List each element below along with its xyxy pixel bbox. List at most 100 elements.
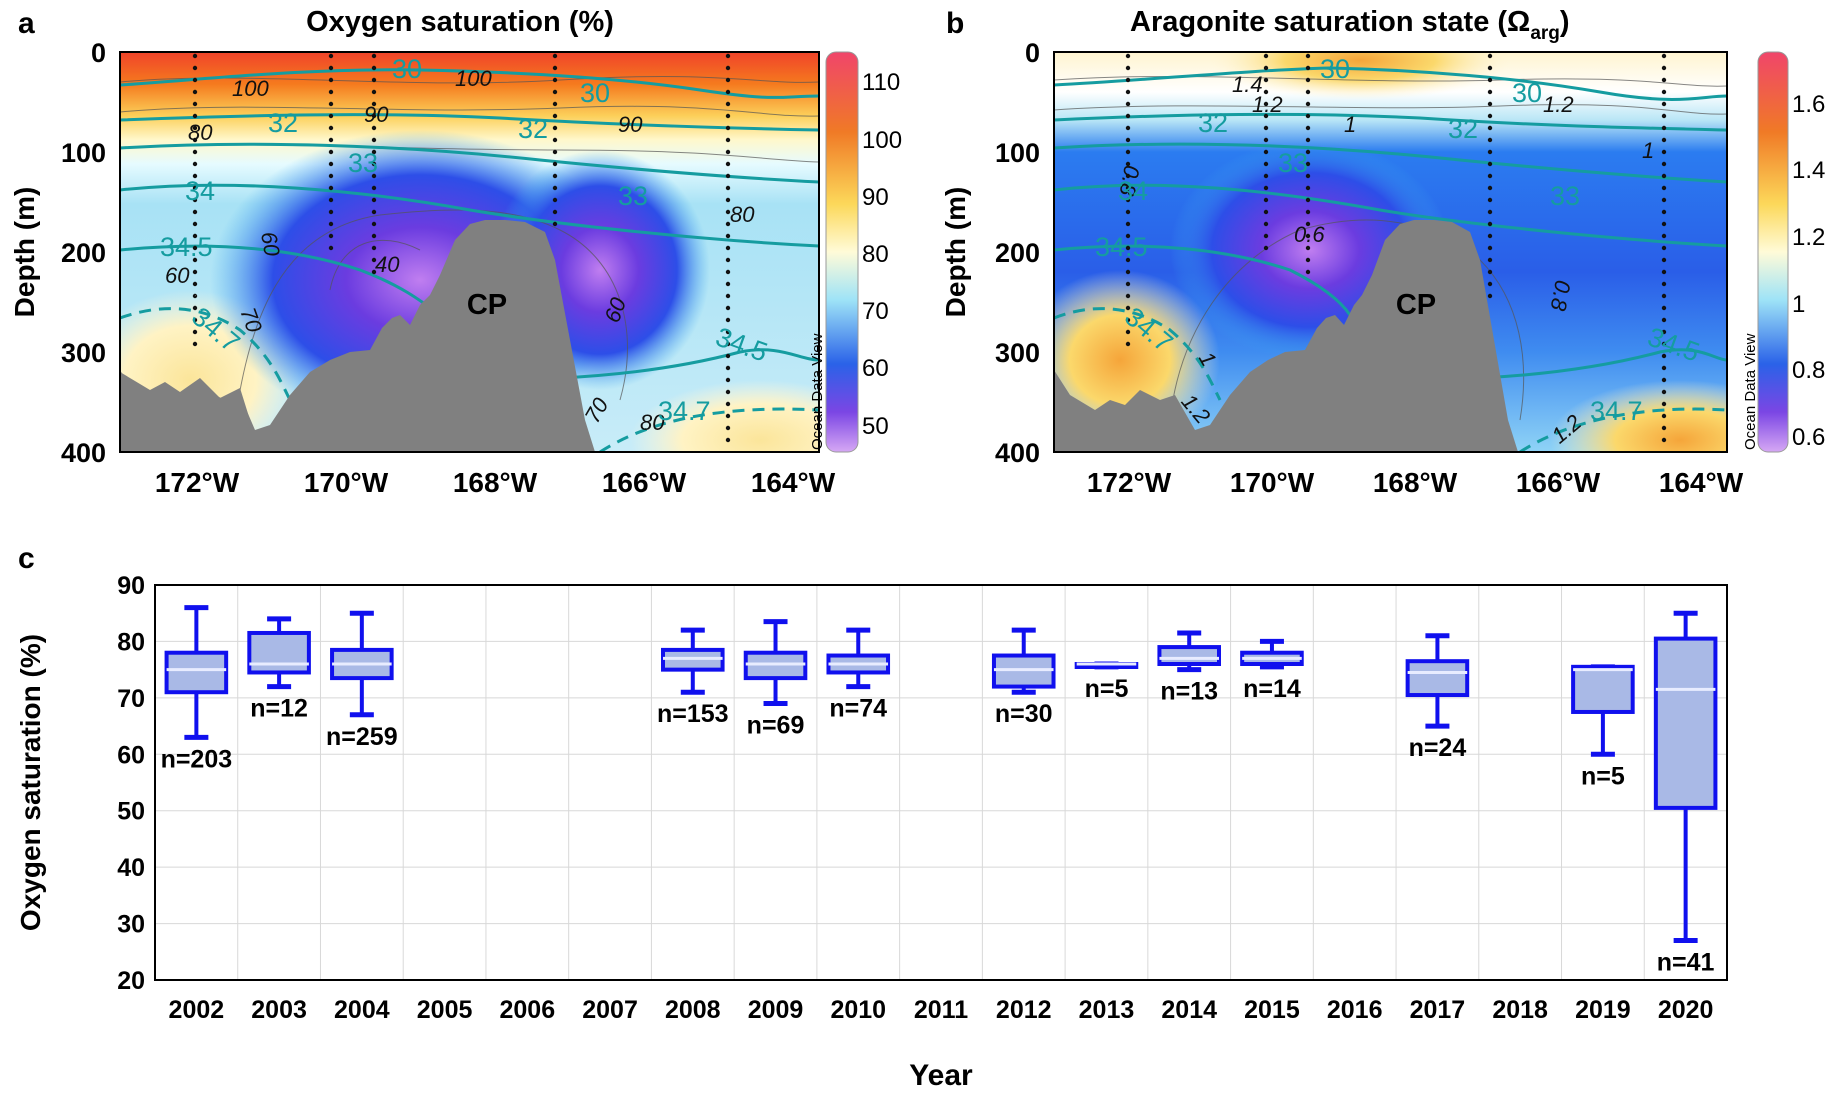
station-dot xyxy=(1661,77,1667,83)
station-dot xyxy=(192,197,198,203)
ytick-label: 100 xyxy=(995,138,1040,168)
panel-a-yticks: 0 100 200 300 400 xyxy=(61,38,106,468)
ytick-label: 40 xyxy=(117,854,145,882)
station-dot xyxy=(1305,269,1311,275)
colorbar-tick: 90 xyxy=(862,184,889,211)
station-dot xyxy=(371,245,377,251)
station-dot xyxy=(328,221,334,227)
station-dot xyxy=(371,125,377,131)
ytick-label: 80 xyxy=(117,628,145,656)
station-dot xyxy=(192,233,198,239)
station-dot xyxy=(1487,197,1493,203)
station-dot xyxy=(1125,281,1131,287)
colorbar-tick: 1 xyxy=(1792,291,1805,318)
panel-a-title: Oxygen saturation (%) xyxy=(306,6,614,38)
station-dot xyxy=(371,137,377,143)
panel-b-cp-label: CP xyxy=(1396,289,1436,321)
station-dot xyxy=(371,101,377,107)
station-dot xyxy=(1661,149,1667,155)
n-label: n=30 xyxy=(995,700,1053,728)
station-dot xyxy=(1487,125,1493,131)
station-dot xyxy=(1305,125,1311,131)
xtick-label: 2005 xyxy=(417,996,473,1024)
ytick-label: 30 xyxy=(117,911,145,939)
panel-b-ylabel: Depth (m) xyxy=(940,187,971,318)
station-dot xyxy=(725,149,731,155)
station-dot xyxy=(192,281,198,287)
station-dot xyxy=(552,221,558,227)
xtick-label: 2006 xyxy=(500,996,556,1024)
station-dot xyxy=(192,257,198,263)
station-dot xyxy=(1263,149,1269,155)
station-dot xyxy=(1305,245,1311,251)
xtick-label: 2008 xyxy=(665,996,721,1024)
colorbar-tick: 1.6 xyxy=(1792,91,1825,118)
station-dot xyxy=(192,53,198,59)
contour-label: 60 xyxy=(256,230,285,259)
box-plot: 20 30 40 50 60 70 80 90 2002 2003 2004 2005 2006 2007… xyxy=(15,572,1728,1092)
station-dot xyxy=(1263,173,1269,179)
panel-b-colorbar xyxy=(1757,51,1789,453)
station-dot xyxy=(371,209,377,215)
contour-label: 80 xyxy=(730,202,755,227)
station-dot xyxy=(1263,125,1269,131)
station-dot xyxy=(1125,305,1131,311)
contour-label: 40 xyxy=(375,252,400,277)
station-dot xyxy=(371,89,377,95)
station-dot xyxy=(328,245,334,251)
station-dot xyxy=(328,209,334,215)
ytick-label: 50 xyxy=(117,798,145,826)
station-dot xyxy=(725,89,731,95)
station-dot xyxy=(192,101,198,107)
station-dot xyxy=(1125,293,1131,299)
xtick-label: 2014 xyxy=(1161,996,1217,1024)
station-dot xyxy=(1487,101,1493,107)
station-dot xyxy=(1305,221,1311,227)
station-dot xyxy=(1661,245,1667,251)
panel-a-ylabel: Depth (m) xyxy=(9,187,40,318)
box-2014 xyxy=(1157,645,1221,666)
station-dot xyxy=(1661,413,1667,419)
station-dot xyxy=(1125,149,1131,155)
station-dot xyxy=(371,221,377,227)
station-dot xyxy=(371,161,377,167)
station-dot xyxy=(192,317,198,323)
station-dot xyxy=(725,437,731,443)
station-dot xyxy=(1487,161,1493,167)
station-dot xyxy=(328,125,334,131)
n-label: n=24 xyxy=(1409,734,1467,762)
station-dot xyxy=(725,197,731,203)
salinity-label: 32 xyxy=(1198,108,1228,138)
ytick-label: 90 xyxy=(117,572,145,600)
station-dot xyxy=(371,173,377,179)
xtick-label: 2020 xyxy=(1658,996,1714,1024)
station-dot xyxy=(328,233,334,239)
station-dot xyxy=(192,137,198,143)
station-dot xyxy=(725,161,731,167)
station-dot xyxy=(328,173,334,179)
station-dot xyxy=(552,173,558,179)
salinity-label: 30 xyxy=(392,54,422,84)
box-2003 xyxy=(247,630,311,675)
station-dot xyxy=(1263,101,1269,107)
station-dot xyxy=(192,329,198,335)
station-dot xyxy=(1305,173,1311,179)
salinity-label: 33 xyxy=(618,181,648,211)
box-2020 xyxy=(1653,636,1718,810)
station-dot xyxy=(552,161,558,167)
station-dot xyxy=(725,209,731,215)
station-dot xyxy=(725,65,731,71)
station-dot xyxy=(725,173,731,179)
salinity-label: 33 xyxy=(1550,181,1580,211)
station-dot xyxy=(1125,245,1131,251)
n-label: n=74 xyxy=(829,695,887,723)
station-dot xyxy=(1487,185,1493,191)
salinity-label: 32 xyxy=(518,114,548,144)
station-dot xyxy=(1125,329,1131,335)
station-dot xyxy=(725,137,731,143)
station-dot xyxy=(1661,89,1667,95)
panel-b-title: Aragonite saturation state (Ωarg) xyxy=(1130,6,1570,44)
station-dot xyxy=(1305,233,1311,239)
xtick-label: 2015 xyxy=(1244,996,1300,1024)
station-dot xyxy=(1125,137,1131,143)
